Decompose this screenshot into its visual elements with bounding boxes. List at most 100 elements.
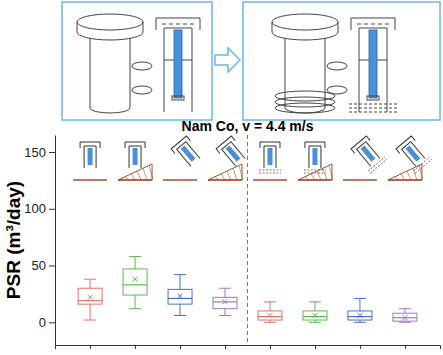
ground-line (73, 179, 107, 181)
ground-hatch (221, 174, 225, 180)
tube-icon (259, 142, 281, 173)
box (258, 311, 282, 320)
section-tube (359, 28, 387, 112)
x-tick (270, 345, 271, 349)
x-tick-mark (135, 345, 136, 349)
ground-hatch (227, 171, 231, 180)
x-tick (180, 345, 181, 349)
side-ring (132, 86, 152, 94)
box-group (348, 298, 372, 322)
tube-ring (370, 159, 387, 173)
panel-frame (243, 2, 440, 120)
arrow (215, 48, 240, 72)
tube-core (226, 145, 241, 161)
section-ring (349, 108, 397, 109)
ground-hatch (149, 165, 153, 180)
x-tick (90, 345, 91, 349)
section-core (369, 30, 377, 98)
y-tick-label: 0 (39, 315, 46, 330)
cap-low (264, 322, 276, 323)
ground-line (208, 179, 242, 181)
x-tick-mark (270, 345, 271, 349)
tube-core (267, 148, 272, 165)
ground-slope (298, 164, 332, 180)
sampler (272, 14, 397, 113)
x-tick-mark (360, 345, 361, 349)
y-tick-mark (49, 266, 55, 267)
median (348, 316, 372, 317)
y-tick-label: 150 (24, 145, 46, 160)
y-tick-mark (49, 152, 55, 153)
y-tick: 100 (24, 201, 55, 216)
box (393, 313, 417, 321)
tube-icon (304, 142, 326, 173)
section-lid (357, 24, 389, 25)
cap-low (354, 322, 366, 323)
tube-cap (260, 142, 280, 148)
ground-line (253, 179, 287, 181)
base-ring (275, 91, 335, 101)
tube-cap (125, 142, 145, 148)
x-tick (135, 345, 136, 349)
sampler-cap-side (272, 22, 338, 40)
config-icons (73, 135, 432, 180)
sampler (77, 14, 200, 113)
box (78, 288, 102, 304)
tube-wall (402, 142, 425, 167)
mean-marker (88, 295, 93, 300)
tube-wall (222, 142, 245, 167)
chart-title: Nam Co, v = 4.4 m/s (182, 118, 314, 134)
x-axis (56, 345, 441, 349)
ground-slope (388, 164, 422, 180)
tube-wall (84, 146, 96, 168)
cap-low (129, 308, 141, 309)
sampler-cap (77, 14, 143, 30)
config-icon (298, 142, 333, 180)
whisker-high (180, 275, 181, 290)
ground-hatch (329, 165, 333, 180)
tube-icon (395, 135, 432, 173)
side-ring (132, 62, 152, 70)
x-tick-mark (315, 345, 316, 349)
tube-core (88, 148, 93, 165)
ground-hatch (137, 171, 141, 180)
tube-cap (80, 142, 100, 148)
tube-ring (413, 157, 430, 171)
cap-high (129, 256, 141, 257)
x-tick (315, 345, 316, 349)
tube-icon (171, 136, 203, 169)
base-ring (275, 97, 335, 107)
config-icon (163, 136, 203, 180)
x-tick-mark (90, 345, 91, 349)
median (258, 316, 282, 317)
tube-cap (305, 142, 325, 148)
y-axis-title: PSR (m³/day) (3, 181, 24, 299)
y-tick-label: 50 (32, 258, 46, 273)
tube-ring (304, 170, 326, 171)
y-tick-label: 100 (24, 201, 46, 216)
section-base (172, 96, 184, 100)
ground-line (163, 179, 197, 181)
whisker-low (135, 295, 136, 309)
tube-core (361, 145, 376, 161)
section-ring (349, 112, 397, 113)
whisker-high (359, 298, 360, 310)
cap-high (264, 301, 276, 302)
whisker-high (404, 309, 405, 314)
cap-low (174, 315, 186, 316)
ground-hatch (317, 171, 321, 180)
tube-wall (129, 146, 141, 168)
ground-slope (118, 164, 152, 180)
section-lid (162, 24, 194, 25)
tube-ring (259, 170, 281, 171)
tube-wall (357, 142, 380, 167)
box-group (393, 309, 417, 323)
mean-marker (178, 294, 183, 299)
box (303, 311, 327, 320)
tube-ring (259, 173, 281, 174)
box (213, 297, 237, 308)
whisker-high (314, 302, 315, 311)
cap-low (399, 322, 411, 323)
mean-marker (357, 313, 362, 318)
cap-high (309, 301, 321, 302)
